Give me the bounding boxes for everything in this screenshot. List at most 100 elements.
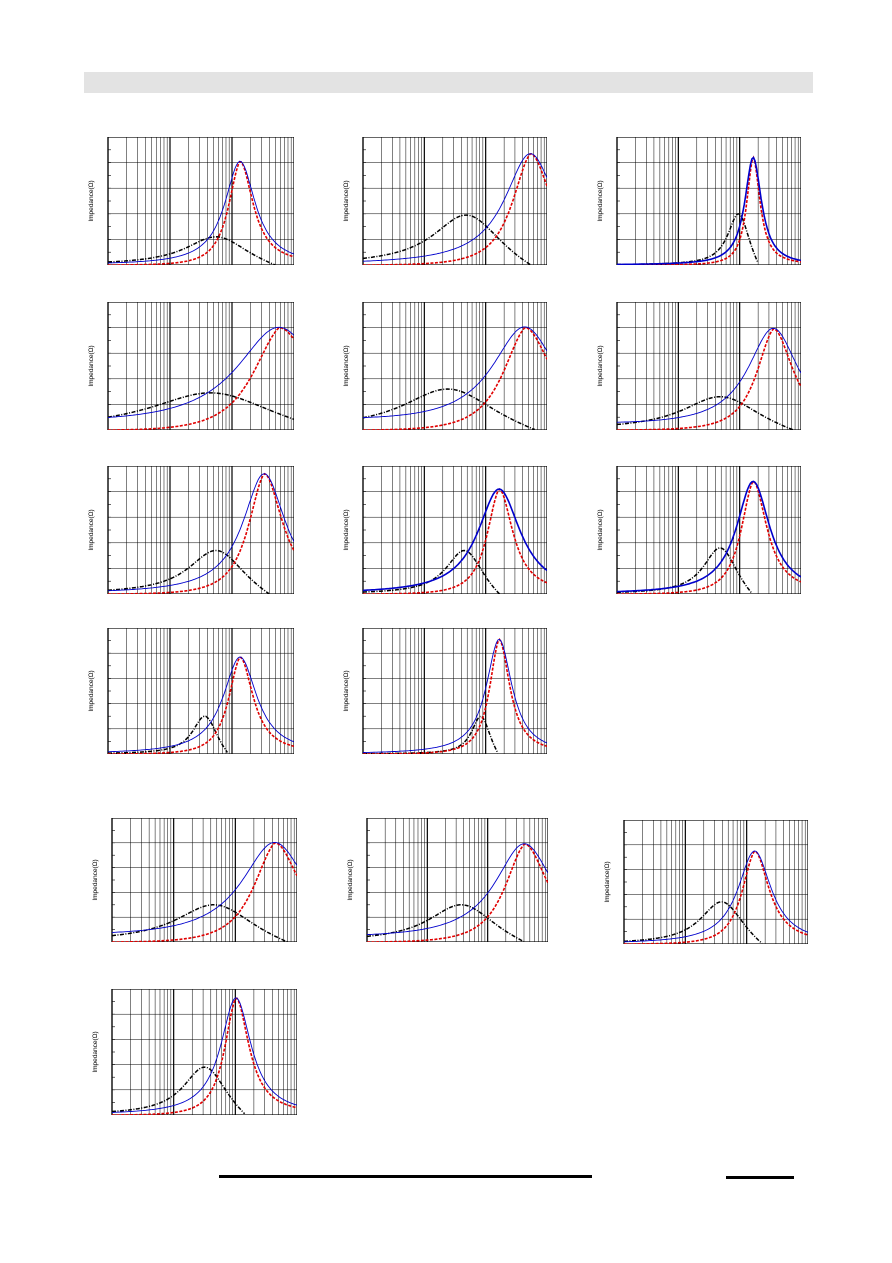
series-real-line <box>363 487 548 595</box>
chart-c14: Impedance(Ω) <box>598 819 809 945</box>
chart-c15: Impedance(Ω) <box>86 988 298 1116</box>
c7-svg: Impedance(Ω) <box>88 465 295 595</box>
series-real-line <box>624 850 809 945</box>
chart-c6: Impedance(Ω) <box>591 301 802 431</box>
chart-c4: Impedance(Ω) <box>82 301 295 431</box>
series-total-line <box>363 638 548 753</box>
series-real-line <box>363 153 548 266</box>
y-axis-label: Impedance(Ω) <box>88 670 95 711</box>
chart-c3: Impedance(Ω) <box>591 136 802 266</box>
c8-svg: Impedance(Ω) <box>343 465 548 595</box>
plot-frame <box>107 627 295 755</box>
c15-svg: Impedance(Ω) <box>92 988 298 1116</box>
y-axis-label: Impedance(Ω) <box>343 180 350 221</box>
plot-area <box>107 627 295 755</box>
chart-c1: Impedance(Ω) <box>82 136 295 266</box>
c11-svg: Impedance(Ω) <box>343 627 548 755</box>
plot-frame <box>616 301 802 431</box>
c14-svg: Impedance(Ω) <box>604 819 809 945</box>
y-axis-label: Impedance(Ω) <box>88 509 95 550</box>
series-imaginary-line <box>111 1066 246 1115</box>
chart-c10: Impedance(Ω) <box>82 627 295 755</box>
c2-svg: Impedance(Ω) <box>343 136 548 266</box>
plot-area <box>107 465 295 595</box>
y-axis-label: Impedance(Ω) <box>92 1031 99 1072</box>
plot-frame <box>107 301 295 431</box>
series-total-line <box>112 997 298 1113</box>
plot-frame <box>362 301 548 431</box>
footer-rule <box>219 1175 592 1178</box>
plot-area <box>362 136 548 266</box>
y-axis-label: Impedance(Ω) <box>88 180 95 221</box>
c5-svg: Impedance(Ω) <box>343 301 548 431</box>
plot-frame <box>362 136 548 266</box>
series-imaginary-line <box>623 901 763 944</box>
plot-area <box>616 465 802 595</box>
series-real-line <box>617 155 802 266</box>
c4-svg: Impedance(Ω) <box>88 301 295 431</box>
series-total-line <box>624 850 809 943</box>
series-real-line <box>363 326 548 431</box>
y-axis-label: Impedance(Ω) <box>597 345 604 386</box>
series-real-line <box>112 997 298 1116</box>
series-total-line <box>366 843 549 936</box>
c9-svg: Impedance(Ω) <box>597 465 802 595</box>
series-imaginary-line <box>108 715 229 754</box>
series-total-line <box>616 480 802 593</box>
plot-frame <box>362 627 548 755</box>
c1-svg: Impedance(Ω) <box>88 136 295 266</box>
series-imaginary-line <box>616 547 753 594</box>
plot-frame <box>366 817 549 943</box>
series-real-line <box>617 327 802 431</box>
series-total-line <box>107 326 295 418</box>
plot-area <box>362 465 548 595</box>
series-imaginary-line <box>366 904 525 943</box>
plot-area <box>107 301 295 431</box>
plot-area <box>623 819 809 945</box>
plot-frame <box>107 465 295 595</box>
chart-c11: Impedance(Ω) <box>337 627 548 755</box>
series-real-line <box>617 480 802 595</box>
chart-c7: Impedance(Ω) <box>82 465 295 595</box>
series-total-line <box>362 326 548 419</box>
chart-c2: Impedance(Ω) <box>337 136 548 266</box>
y-axis-label: Impedance(Ω) <box>597 509 604 550</box>
series-total-line <box>112 841 298 933</box>
series-total-line <box>363 153 548 262</box>
plot-frame <box>623 819 809 945</box>
c10-svg: Impedance(Ω) <box>88 627 295 755</box>
chart-c9: Impedance(Ω) <box>591 465 802 595</box>
plot-area <box>111 817 298 943</box>
series-imaginary-line <box>362 214 531 266</box>
series-total-line <box>617 156 802 266</box>
chart-c5: Impedance(Ω) <box>337 301 548 431</box>
series-imaginary-line <box>363 549 501 595</box>
series-real-line <box>367 843 549 943</box>
plot-area <box>362 301 548 431</box>
chart-c8: Impedance(Ω) <box>337 465 548 595</box>
series-imaginary-line <box>107 549 270 595</box>
y-axis-label: Impedance(Ω) <box>604 861 611 902</box>
plot-frame <box>111 988 298 1116</box>
series-imaginary-line <box>111 904 289 943</box>
header-bar <box>84 72 813 93</box>
plot-area <box>616 136 802 266</box>
y-axis-label: Impedance(Ω) <box>343 345 350 386</box>
chart-c12: Impedance(Ω) <box>86 817 298 943</box>
chart-c13: Impedance(Ω) <box>341 817 549 943</box>
y-axis-label: Impedance(Ω) <box>88 345 95 386</box>
plot-frame <box>111 817 298 943</box>
series-imaginary-line <box>107 236 276 266</box>
series-imaginary-line <box>107 392 295 421</box>
y-axis-label: Impedance(Ω) <box>347 859 354 900</box>
plot-area <box>366 817 549 943</box>
plot-area <box>107 136 295 266</box>
y-axis-label: Impedance(Ω) <box>92 859 99 900</box>
plot-frame <box>616 136 802 266</box>
series-imaginary-line <box>362 388 535 431</box>
y-axis-label: Impedance(Ω) <box>343 670 350 711</box>
series-real-line <box>108 160 295 266</box>
series-total-line <box>362 488 548 592</box>
series-real-line <box>363 637 548 755</box>
series-total-line <box>108 473 295 592</box>
